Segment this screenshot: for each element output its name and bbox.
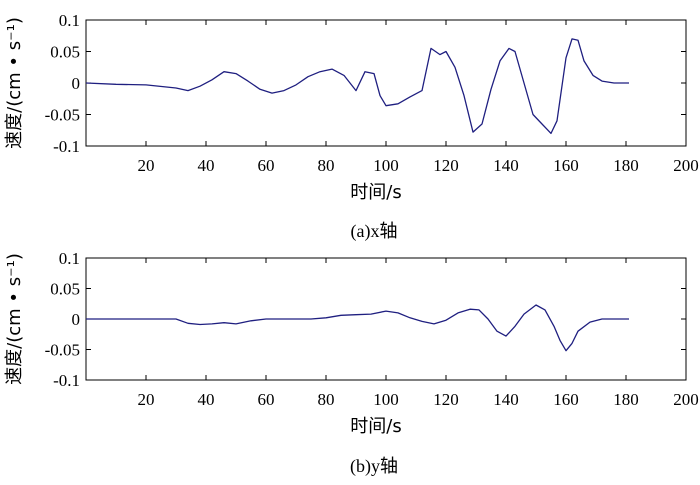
y-axis-label: 速度/(cm • s⁻¹) [4, 17, 25, 149]
series-line [85, 38, 629, 135]
y-tick-label: 0 [72, 310, 81, 329]
y-axis-label: 速度/(cm • s⁻¹) [4, 253, 25, 385]
x-tick-label: 180 [613, 390, 639, 409]
x-tick-label: 120 [433, 390, 459, 409]
x-tick-label: 80 [318, 390, 335, 409]
plot-frame [85, 19, 687, 147]
x-tick-label: 140 [493, 156, 519, 175]
series-line [86, 304, 629, 352]
x-tick-label: 20 [138, 390, 155, 409]
y-tick-label: 0.05 [50, 43, 80, 62]
x-tick-label: 200 [673, 156, 699, 175]
y-tick-label: -0.1 [53, 137, 80, 156]
x-axis-label: 时间/s [350, 416, 401, 437]
x-tick-label: 40 [198, 390, 215, 409]
y-tick-label: 0 [72, 74, 81, 93]
x-tick-label: 120 [433, 156, 459, 175]
x-tick-label: 60 [258, 156, 275, 175]
y-tick-label: -0.05 [45, 106, 80, 125]
x-tick-label: 180 [613, 156, 639, 175]
y-tick-label: 0.1 [59, 11, 80, 30]
y-tick-label: 0.1 [59, 249, 80, 268]
y-tick-label: 0.05 [50, 280, 80, 299]
x-tick-label: 80 [318, 156, 335, 175]
x-axis-label: 时间/s [350, 182, 401, 203]
x-tick-label: 100 [373, 390, 399, 409]
chart-caption: (b)y轴 [350, 456, 398, 477]
x-tick-label: 40 [198, 156, 215, 175]
x-tick-label: 60 [258, 390, 275, 409]
chart-caption: (a)x轴 [351, 221, 398, 242]
x-tick-label: 20 [138, 156, 155, 175]
x-tick-label: 160 [553, 156, 579, 175]
chart-1: 20 40 60 80 100 120 140 160 180 200 0.1 0.05 0 -0.05 -… [4, 249, 699, 477]
x-tick-label: 140 [493, 390, 519, 409]
x-tick-label: 200 [673, 390, 699, 409]
y-tick-label: -0.1 [53, 371, 80, 390]
y-tick-label: -0.05 [45, 341, 80, 360]
x-tick-label: 100 [373, 156, 399, 175]
x-tick-label: 160 [553, 390, 579, 409]
chart-0: 20 40 60 80 100 120 140 160 180 200 0.1 0.05 0 -0.05 -… [4, 11, 699, 242]
